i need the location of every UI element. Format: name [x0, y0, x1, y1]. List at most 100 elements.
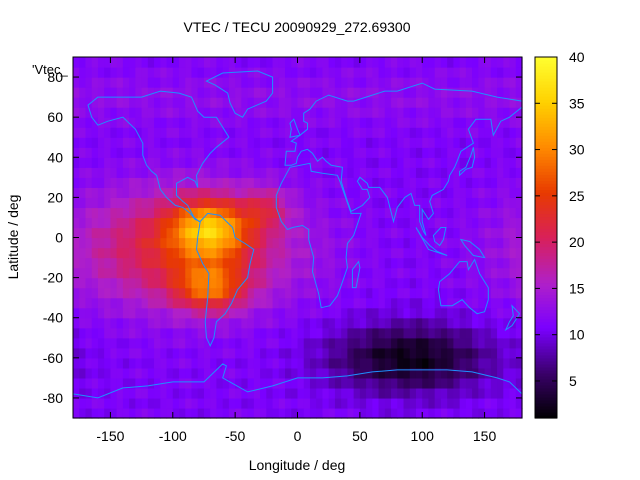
- colorbar-segment: [535, 324, 557, 329]
- heatmap-cell: [434, 307, 442, 319]
- heatmap-cell: [122, 107, 130, 118]
- heatmap-cell: [272, 357, 280, 369]
- heatmap-cell: [253, 87, 261, 98]
- heatmap-cell: [515, 217, 523, 229]
- heatmap-cell: [447, 277, 455, 289]
- heatmap-cell: [353, 147, 361, 158]
- heatmap-cell: [97, 127, 105, 138]
- heatmap-cell: [191, 77, 199, 88]
- heatmap-cell: [253, 177, 261, 188]
- heatmap-cell: [291, 277, 299, 289]
- heatmap-cell: [391, 197, 398, 209]
- heatmap-cell: [409, 137, 417, 148]
- colorbar-segment: [535, 90, 557, 94]
- heatmap-cell: [478, 377, 486, 389]
- heatmap-cell: [104, 357, 112, 369]
- y-tick-label: 20: [47, 189, 63, 205]
- heatmap-cell: [179, 117, 186, 128]
- colorbar-segment: [535, 207, 557, 212]
- heatmap-cell: [179, 307, 186, 319]
- heatmap-cell: [260, 297, 267, 309]
- heatmap-cell: [91, 287, 99, 299]
- colorbar-tick-label: 35: [569, 95, 585, 111]
- heatmap-cell: [328, 187, 336, 198]
- heatmap-cell: [347, 87, 355, 98]
- heatmap-cell: [397, 257, 405, 269]
- heatmap-cell: [235, 317, 242, 329]
- heatmap-cell: [297, 347, 305, 359]
- heatmap-cell: [241, 317, 249, 329]
- heatmap-cell: [141, 57, 149, 68]
- heatmap-cell: [490, 317, 498, 329]
- heatmap-cell: [415, 367, 423, 379]
- heatmap-cell: [422, 217, 430, 229]
- heatmap-cell: [235, 217, 242, 229]
- heatmap-cell: [97, 307, 105, 319]
- heatmap-cell: [104, 317, 112, 329]
- heatmap-cell: [378, 127, 386, 138]
- heatmap-cell: [172, 387, 180, 399]
- heatmap-cell: [260, 167, 267, 178]
- heatmap-cell: [422, 267, 430, 279]
- heatmap-cell: [278, 117, 286, 128]
- heatmap-cell: [203, 217, 211, 229]
- heatmap-cell: [478, 157, 486, 168]
- colorbar-segment: [535, 342, 557, 347]
- heatmap-cell: [303, 267, 311, 279]
- heatmap-cell: [97, 227, 105, 239]
- heatmap-cell: [428, 397, 436, 409]
- heatmap-cell: [415, 87, 423, 98]
- heatmap-cell: [260, 137, 267, 148]
- heatmap-cell: [472, 137, 479, 148]
- colorbar-segment: [535, 309, 557, 314]
- heatmap-cell: [328, 137, 336, 148]
- heatmap-cell: [440, 77, 448, 88]
- heatmap-cell: [384, 217, 392, 229]
- heatmap-cell: [316, 127, 324, 138]
- heatmap-cell: [440, 147, 448, 158]
- heatmap-cell: [210, 177, 218, 188]
- heatmap-cell: [203, 97, 211, 108]
- heatmap-cell: [203, 127, 211, 138]
- heatmap-cell: [191, 207, 199, 219]
- heatmap-cell: [166, 107, 174, 118]
- heatmap-cell: [322, 297, 330, 309]
- heatmap-cell: [253, 377, 261, 389]
- heatmap-cell: [334, 117, 342, 128]
- coastline-antarctica: [72, 363, 523, 399]
- heatmap-cell: [303, 57, 311, 68]
- heatmap-cell: [185, 157, 193, 168]
- heatmap-cell: [216, 227, 224, 239]
- heatmap-cell: [316, 257, 324, 269]
- heatmap-cell: [91, 387, 99, 399]
- heatmap-cell: [203, 277, 211, 289]
- heatmap-cell: [465, 67, 473, 78]
- heatmap-cell: [172, 207, 180, 219]
- heatmap-cell: [291, 227, 299, 239]
- colorbar-segment: [535, 165, 557, 169]
- heatmap-cell: [122, 357, 130, 369]
- heatmap-cell: [79, 137, 87, 148]
- heatmap-cell: [403, 287, 411, 299]
- heatmap-cell: [191, 297, 199, 309]
- heatmap-cell: [453, 387, 461, 399]
- heatmap-cell: [253, 227, 261, 239]
- heatmap-cell: [347, 377, 355, 389]
- heatmap-cell: [85, 377, 93, 389]
- heatmap-cell: [166, 287, 174, 299]
- heatmap-cell: [222, 327, 230, 339]
- heatmap-cell: [459, 257, 467, 269]
- heatmap-cell: [366, 307, 373, 319]
- heatmap-cell: [222, 357, 230, 369]
- heatmap-cell: [191, 97, 199, 108]
- colorbar-segment: [535, 303, 557, 308]
- heatmap-cell: [341, 297, 348, 309]
- heatmap-cell: [366, 217, 373, 229]
- heatmap-cell: [484, 197, 492, 209]
- heatmap-cell: [166, 237, 174, 249]
- heatmap-cell: [210, 317, 218, 329]
- heatmap-cell: [428, 257, 436, 269]
- heatmap-cell: [185, 97, 193, 108]
- heatmap-cell: [403, 307, 411, 319]
